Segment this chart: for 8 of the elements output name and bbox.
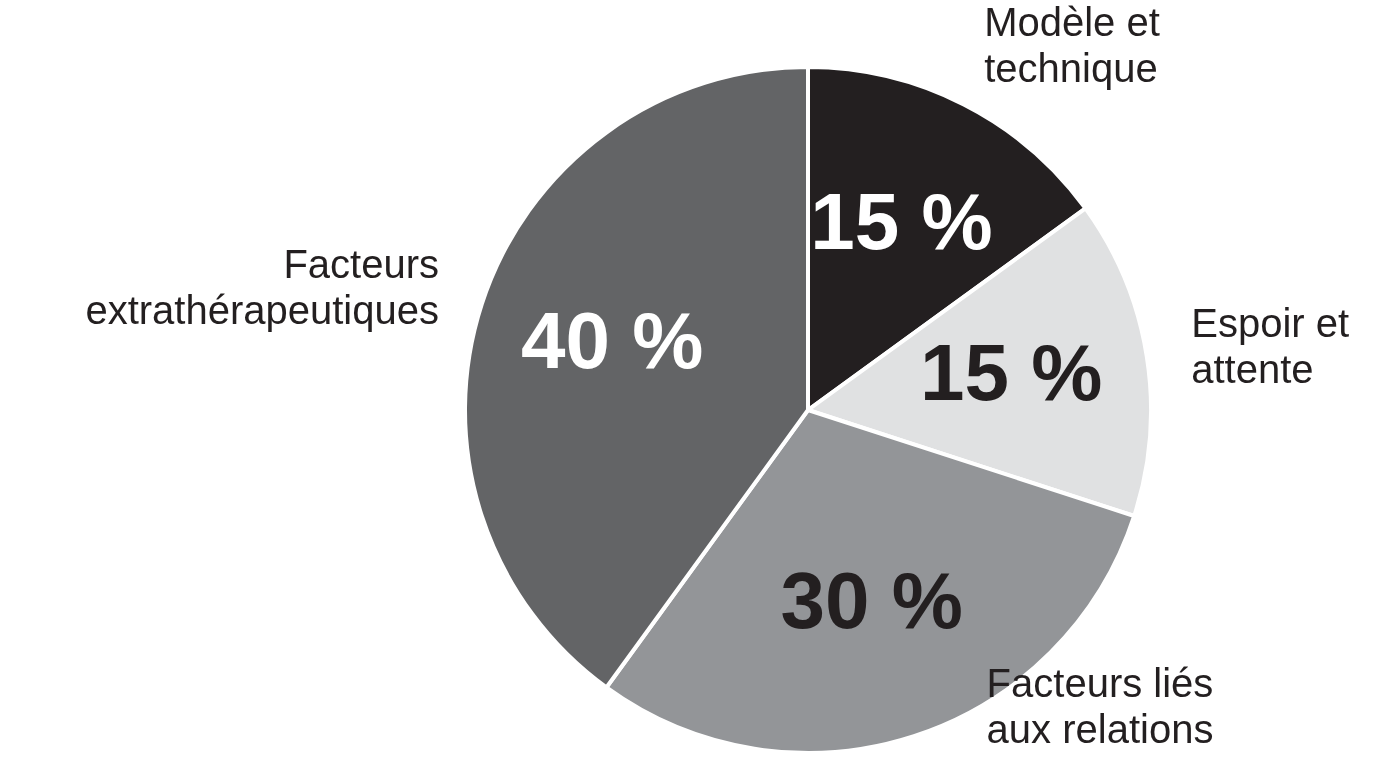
data-label: 15 % [810, 176, 993, 266]
data-label: 30 % [780, 555, 963, 645]
slice-label: Facteurs extrathérapeutiques [85, 242, 439, 333]
data-label: 40 % [521, 296, 704, 386]
slice-label: Facteurs liés aux relations [986, 661, 1214, 752]
data-label: 15 % [920, 327, 1103, 417]
slice-label: Espoir et attente [1191, 301, 1350, 392]
slice-label: Modèle et technique [984, 0, 1160, 91]
